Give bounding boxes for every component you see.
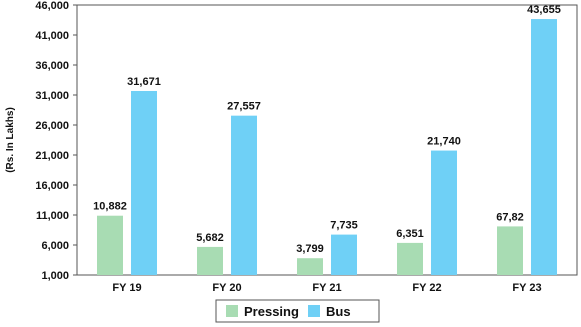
plot-frame <box>76 4 578 276</box>
y-tick-label: 46,000 <box>35 0 69 12</box>
x-tick-label: FY 20 <box>212 282 241 294</box>
legend-swatch-pressing <box>226 305 238 317</box>
bar-bus-0 <box>131 90 157 275</box>
y-tick-label: 21,000 <box>35 150 69 162</box>
x-tick-label: FY 23 <box>512 282 541 294</box>
bar-bus-4 <box>531 19 557 275</box>
data-label-bus-1: 27,557 <box>227 101 261 113</box>
x-tick-label: FY 21 <box>312 282 341 294</box>
y-axis-title: (Rs. In Lakhs) <box>5 107 16 173</box>
data-label-pressing-4: 67,82 <box>496 211 524 223</box>
legend-label-bus: Bus <box>326 304 351 319</box>
legend: Pressing Bus <box>215 299 380 323</box>
bar-bus-2 <box>331 234 357 275</box>
bar-pressing-0 <box>97 215 123 275</box>
legend-box <box>215 299 380 323</box>
y-tick-label: 11,000 <box>36 210 69 222</box>
data-label-bus-0: 31,671 <box>127 76 161 88</box>
bar-bus-3 <box>431 150 457 275</box>
bar-pressing-1 <box>197 246 223 275</box>
data-label-bus-3: 21,740 <box>427 136 461 148</box>
data-label-bus-2: 7,735 <box>330 220 358 232</box>
legend-label-pressing: Pressing <box>244 304 299 319</box>
data-label-pressing-2: 3,799 <box>296 243 324 255</box>
y-tick-label: 1,000 <box>41 270 69 282</box>
x-axis-labels: FY 19 FY 20 FY 21 FY 22 FY 23 <box>112 282 541 294</box>
data-label-pressing-3: 6,351 <box>396 228 424 240</box>
bar-bus-1 <box>231 115 257 276</box>
y-tick-label: 16,000 <box>35 180 69 192</box>
y-tick-label: 6,000 <box>41 240 69 252</box>
legend-swatch-bus <box>308 305 320 317</box>
y-tick-label: 26,000 <box>35 120 69 132</box>
bar-pressing-2 <box>297 258 323 275</box>
y-tick-label: 36,000 <box>35 60 69 72</box>
y-tick-label: 41,000 <box>35 30 69 42</box>
y-tick-label: 31,000 <box>35 90 69 102</box>
bar-pressing-3 <box>397 242 423 275</box>
bar-pressing-4 <box>497 226 523 275</box>
bars: 10,882 31,671 5,682 27,557 3,799 7,735 6,351 21… <box>93 4 561 276</box>
data-label-pressing-0: 10,882 <box>93 201 127 213</box>
x-tick-label: FY 22 <box>412 282 441 294</box>
y-axis-ticks: 1,000 6,000 11,000 16,000 21,000 26,000 31,000… <box>35 0 77 282</box>
data-label-pressing-1: 5,682 <box>196 232 224 244</box>
x-tick-label: FY 19 <box>112 282 141 294</box>
data-label-bus-4: 43,655 <box>527 4 561 16</box>
